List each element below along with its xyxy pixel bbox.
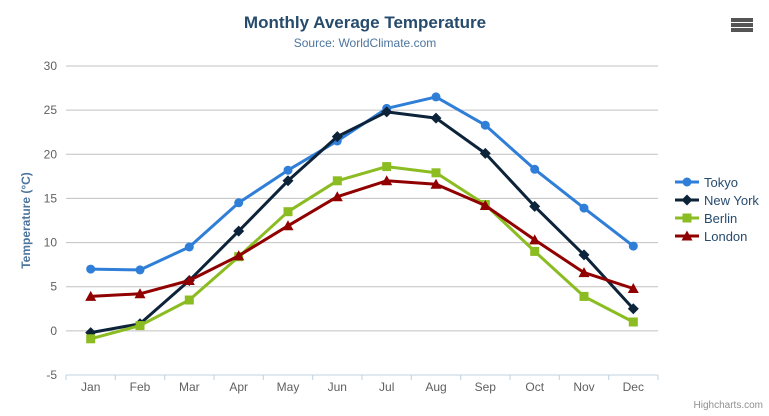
series-berlin-point[interactable] [431,168,441,178]
y-tick-label: 10 [44,236,58,250]
legend-item-berlin[interactable]: Berlin [674,209,759,227]
series-berlin-point[interactable] [135,321,145,331]
series-tokyo-point[interactable] [530,164,540,174]
series-london-point[interactable] [529,234,541,245]
legend-item-tokyo[interactable]: Tokyo [674,173,759,191]
series-berlin-point[interactable] [579,291,589,301]
legend: Tokyo New York Berlin London [674,173,759,245]
y-tick-label: 15 [44,191,58,205]
series-tokyo-point[interactable] [628,241,638,251]
series-berlin-point[interactable] [86,334,96,344]
series-london-point[interactable] [430,178,442,189]
series-new-york-point[interactable] [578,249,590,261]
series-berlin-point[interactable] [184,295,194,305]
series-london-point[interactable] [627,283,639,293]
legend-symbol-diamond-icon [675,194,699,206]
x-tick-label: Oct [525,380,544,394]
y-tick-label: 25 [44,103,58,117]
series-berlin-point[interactable] [283,207,293,217]
legend-label: Berlin [704,210,738,226]
x-tick-label: Apr [229,380,248,394]
x-tick-label: Aug [425,380,446,394]
series-new-york-point[interactable] [282,175,294,187]
legend-label: Tokyo [704,174,738,190]
x-tick-label: Jun [328,380,347,394]
series-tokyo-point[interactable] [86,264,96,274]
x-tick-label: Jul [379,380,394,394]
series-new-york-point[interactable] [331,131,343,143]
series-new-york-point[interactable] [479,147,491,159]
series-london-line [89,179,635,298]
legend-label: New York [704,192,759,208]
credits-link[interactable]: Highcharts.com [693,400,763,411]
x-tick-label: Jan [81,380,100,394]
series-new-york-point[interactable] [430,112,442,124]
legend-item-london[interactable]: London [674,227,759,245]
series-berlin-point[interactable] [382,162,392,172]
y-tick-label: 5 [50,280,57,294]
series-london-point[interactable] [479,200,491,210]
series-tokyo-point[interactable] [184,242,194,252]
legend-label: London [704,228,748,244]
series-berlin-line [89,165,635,341]
x-tick-label: Nov [573,380,594,394]
series-new-york-line [89,110,635,335]
x-tick-label: Dec [623,380,644,394]
legend-marker-tokyo[interactable] [682,177,692,187]
series-london-point[interactable] [134,288,146,299]
x-tick-label: Feb [130,380,151,394]
series-tokyo-point[interactable] [579,203,589,213]
y-tick-label: 0 [50,324,57,338]
y-tick-label: 30 [44,59,58,73]
series-new-york-point[interactable] [233,225,245,237]
x-tick-label: Sep [475,380,497,394]
series-tokyo-point[interactable] [234,198,244,208]
series-berlin-point[interactable] [530,246,540,256]
series-tokyo-point[interactable] [431,92,441,102]
legend-symbol-circle-icon [675,177,699,187]
x-tick-label: Mar [179,380,200,394]
series-london-point[interactable] [233,250,245,261]
series-london-point[interactable] [85,290,97,301]
chart-subtitle: Source: WorldClimate.com [293,36,437,50]
x-tick-label: May [277,380,300,394]
legend-marker-berlin[interactable] [682,213,692,223]
series-london-point[interactable] [331,191,343,202]
series-tokyo-point[interactable] [283,165,293,175]
series-london-point[interactable] [381,175,393,186]
series-new-york-point[interactable] [381,106,393,118]
y-tick-label: -5 [46,368,57,382]
series-london-point[interactable] [282,220,294,231]
hamburger-menu-icon [731,28,753,32]
y-tick-label: 20 [44,147,58,161]
series-tokyo-point[interactable] [480,120,490,130]
legend-symbol-triangle-icon [675,230,699,241]
series-berlin-point[interactable] [628,317,638,327]
hamburger-menu-icon [731,23,753,27]
export-menu-button[interactable] [731,16,753,34]
series-london-point[interactable] [183,275,195,285]
series-tokyo-point[interactable] [135,265,145,275]
hamburger-menu-icon [731,18,753,22]
legend-item-new-york[interactable]: New York [674,191,759,209]
chart-title: Monthly Average Temperature [243,13,487,32]
y-axis-title: Temperature (°C) [19,172,33,269]
legend-symbol-square-icon [675,213,699,223]
series-new-york-point[interactable] [627,303,639,315]
series-berlin-point[interactable] [332,176,342,186]
legend-marker-london[interactable] [681,230,693,241]
series-new-york-point[interactable] [529,200,541,212]
legend-marker-new-york[interactable] [681,194,693,206]
series-london-point[interactable] [578,267,590,278]
